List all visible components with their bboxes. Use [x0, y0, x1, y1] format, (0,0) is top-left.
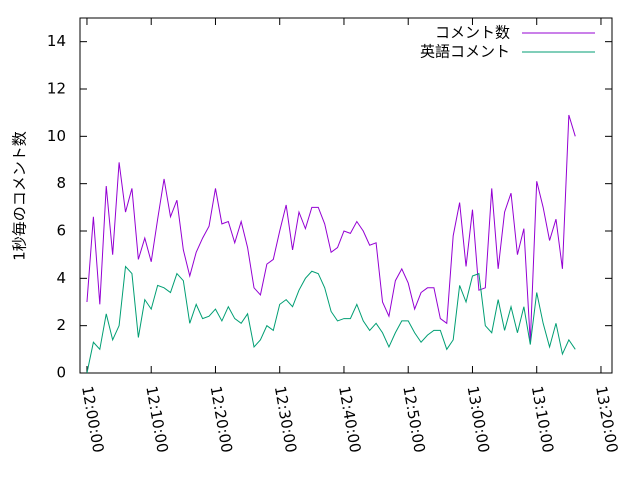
x-tick-label: 12:40:00: [335, 385, 364, 454]
y-tick-label: 0: [56, 364, 66, 382]
series-line: [86, 114, 576, 343]
y-tick-label: 12: [47, 80, 66, 98]
y-tick-label: 10: [47, 127, 66, 145]
y-axis-label: 1秒毎のコメント数: [11, 131, 29, 261]
legend-label: コメント数: [435, 24, 510, 42]
y-tick-label: 2: [56, 316, 66, 334]
x-tick-label: 13:10:00: [528, 385, 557, 454]
y-tick-label: 8: [56, 174, 66, 192]
x-tick-label: 12:10:00: [142, 385, 171, 454]
x-tick-label: 12:00:00: [78, 385, 107, 454]
x-tick-label: 12:30:00: [271, 385, 300, 454]
x-tick-label: 12:50:00: [399, 385, 428, 454]
series-line: [86, 265, 576, 374]
y-tick-label: 4: [56, 269, 66, 287]
plot-border: [79, 17, 613, 374]
x-tick-label: 12:20:00: [207, 385, 236, 454]
legend-label: 英語コメント: [420, 43, 510, 61]
x-tick-label: 13:00:00: [464, 385, 493, 454]
x-tick-label: 13:20:00: [592, 385, 621, 454]
y-tick-label: 14: [47, 32, 66, 50]
y-tick-label: 6: [56, 222, 66, 240]
